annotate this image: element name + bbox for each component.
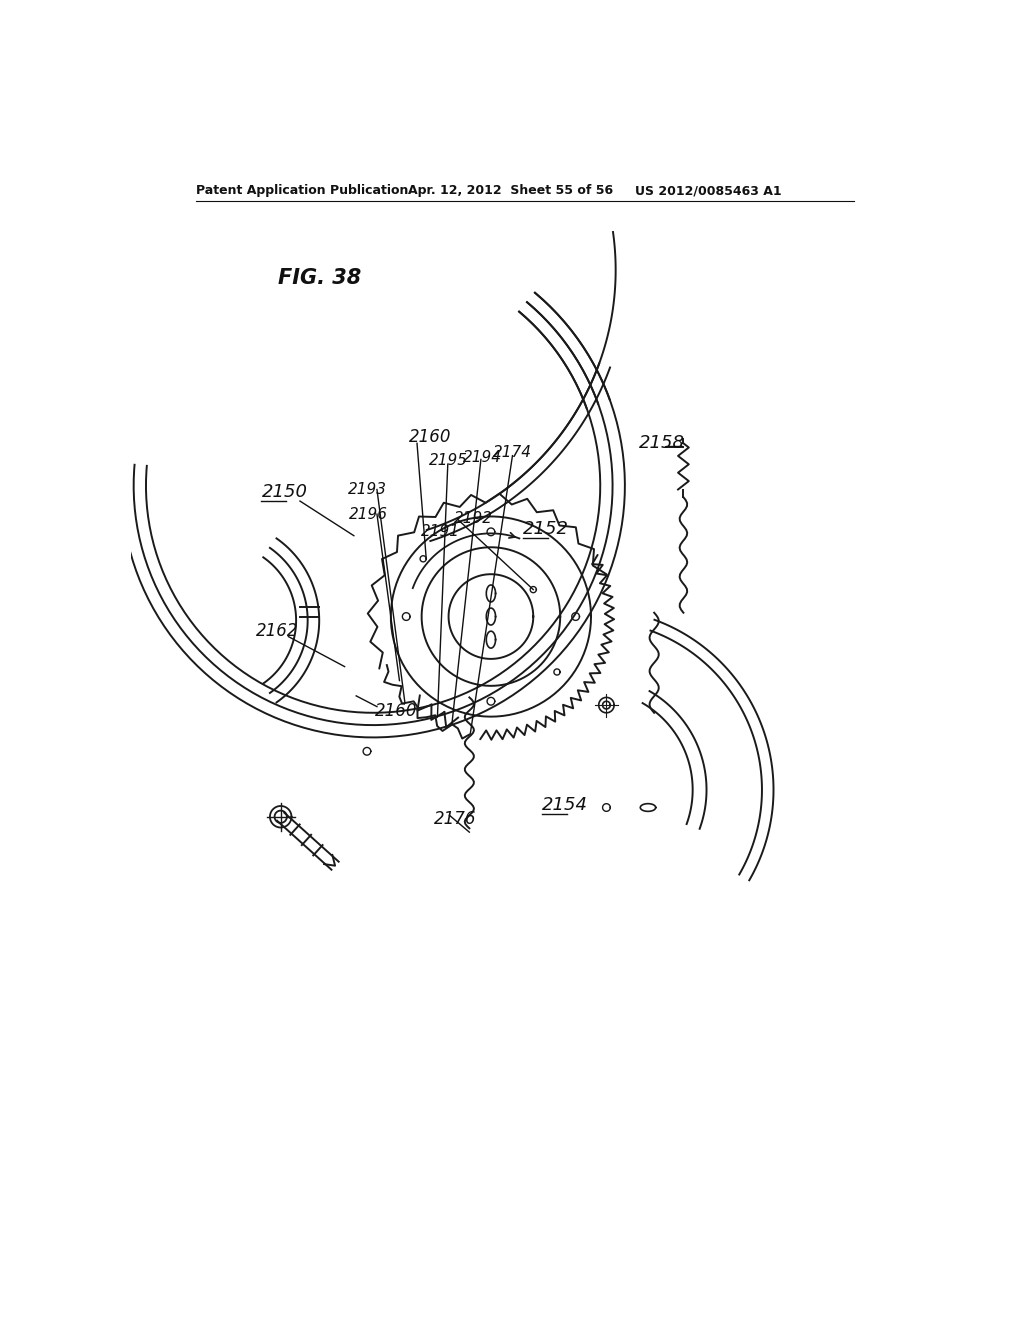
Text: Patent Application Publication: Patent Application Publication xyxy=(196,185,409,197)
Text: 2193: 2193 xyxy=(348,482,387,498)
Text: 2154: 2154 xyxy=(542,796,588,814)
Text: 2150: 2150 xyxy=(261,483,307,500)
Text: 2152: 2152 xyxy=(523,520,569,537)
Text: 2158: 2158 xyxy=(639,434,685,453)
Text: 2195: 2195 xyxy=(429,453,468,467)
Text: 2162: 2162 xyxy=(256,622,299,640)
Text: Apr. 12, 2012  Sheet 55 of 56: Apr. 12, 2012 Sheet 55 of 56 xyxy=(408,185,613,197)
Text: 2174: 2174 xyxy=(493,445,531,461)
Text: 2194: 2194 xyxy=(463,450,502,465)
Text: 2160: 2160 xyxy=(376,702,418,721)
Text: US 2012/0085463 A1: US 2012/0085463 A1 xyxy=(635,185,781,197)
Text: 2176: 2176 xyxy=(434,810,476,828)
Text: 2192: 2192 xyxy=(454,511,493,527)
Text: FIG. 38: FIG. 38 xyxy=(279,268,361,288)
Text: 2191: 2191 xyxy=(421,524,460,540)
Text: 2160: 2160 xyxy=(410,428,452,446)
Text: 2196: 2196 xyxy=(349,507,388,521)
